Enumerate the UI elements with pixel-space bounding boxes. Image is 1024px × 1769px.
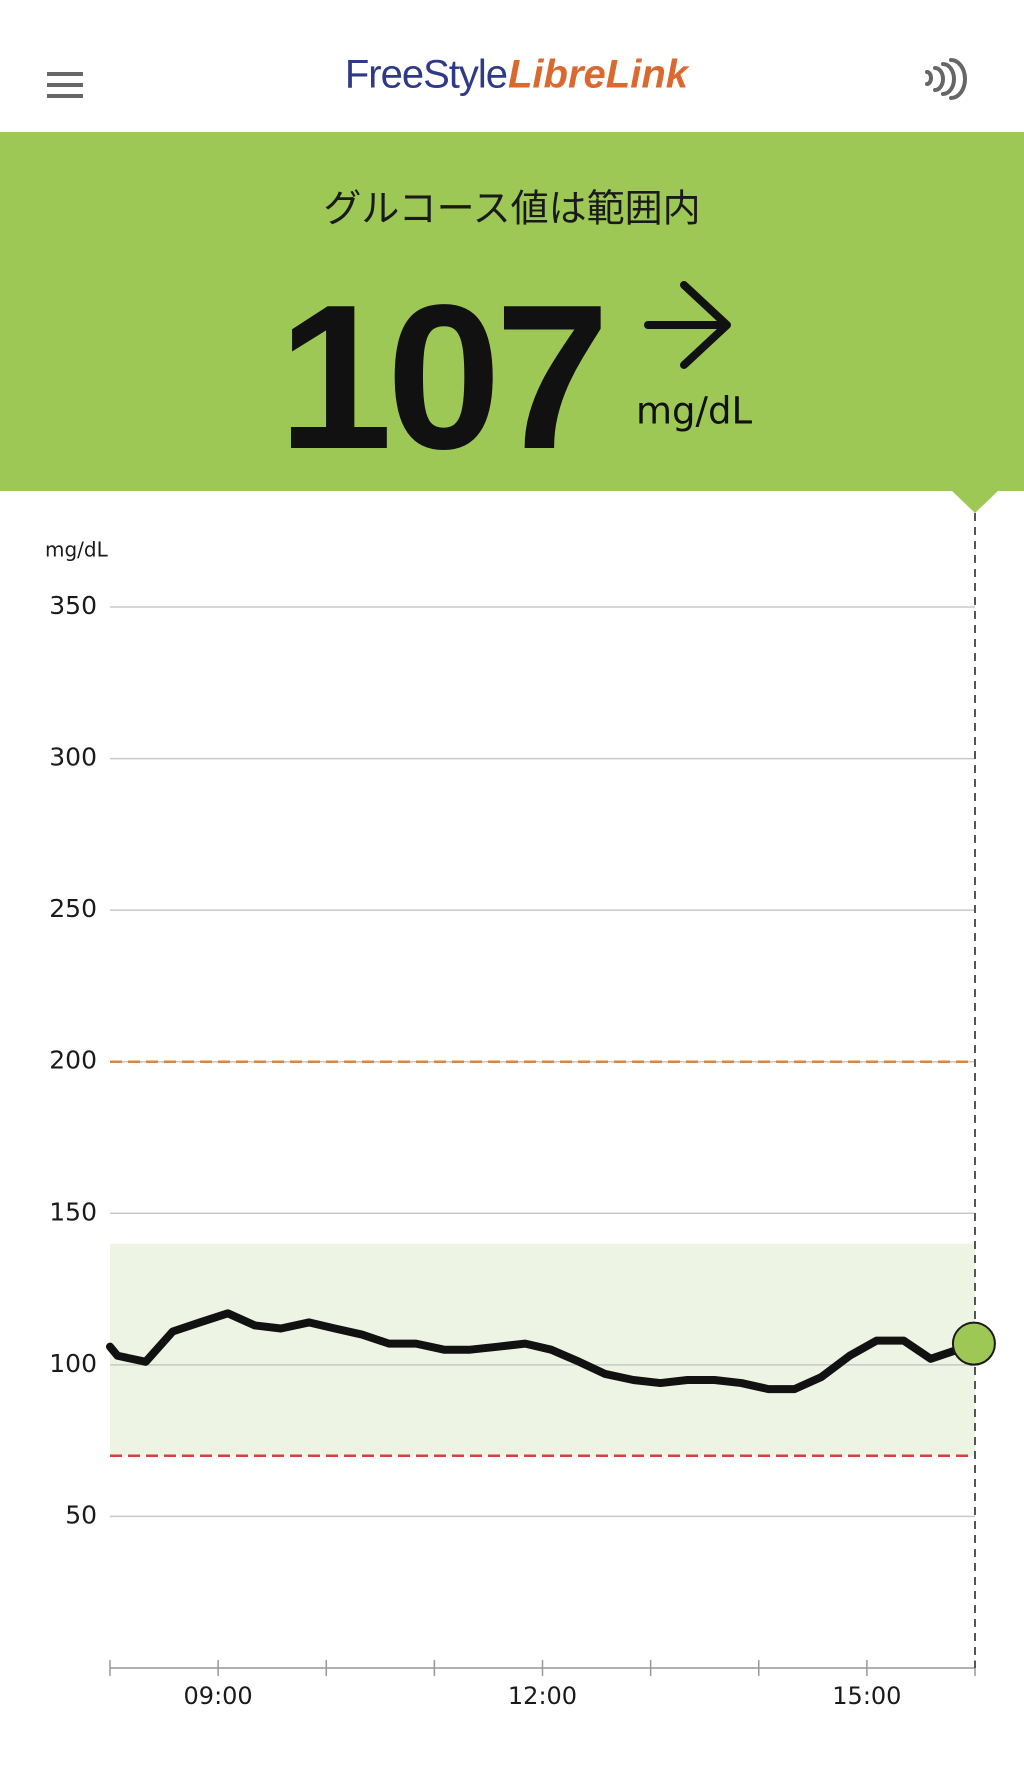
glucose-unit: mg/dL [636, 390, 752, 433]
y-axis-label: mg/dL [45, 538, 109, 562]
y-tick-label: 50 [65, 1500, 97, 1529]
app-bar [0, 0, 1024, 132]
x-tick-label: 12:00 [508, 1682, 577, 1710]
status-banner [0, 132, 1024, 491]
glucose-line [106, 1309, 978, 1394]
product: LibreLink [508, 53, 690, 97]
y-tick-label: 200 [49, 1046, 97, 1075]
current-marker [951, 1321, 996, 1366]
y-tick-label: 150 [49, 1197, 97, 1226]
plot: 50 100 150 200 250 300 350 09:00 12:00 15:00 [49, 513, 996, 1710]
x-tick-label: 15:00 [832, 1682, 901, 1710]
y-tick-label: 250 [49, 894, 97, 923]
status-title: グルコース値は範囲内 [323, 187, 700, 231]
nfc-wave [949, 58, 967, 100]
y-tick-label: 300 [49, 743, 97, 772]
arrow-head [680, 281, 731, 369]
nfc-icon[interactable] [925, 58, 967, 100]
brand: FreeStyle [345, 53, 507, 97]
glucose-value: 107 [278, 262, 604, 492]
x-tick-label: 09:00 [184, 1682, 253, 1710]
menu-button[interactable] [47, 72, 83, 98]
nfc-wave [933, 66, 945, 92]
nfc-wave [941, 62, 956, 96]
nfc-wave [925, 70, 933, 86]
trend-arrow [644, 281, 731, 369]
y-tick-label: 350 [49, 591, 97, 620]
y-tick-label: 100 [49, 1349, 97, 1378]
banner-pointer [952, 491, 998, 513]
